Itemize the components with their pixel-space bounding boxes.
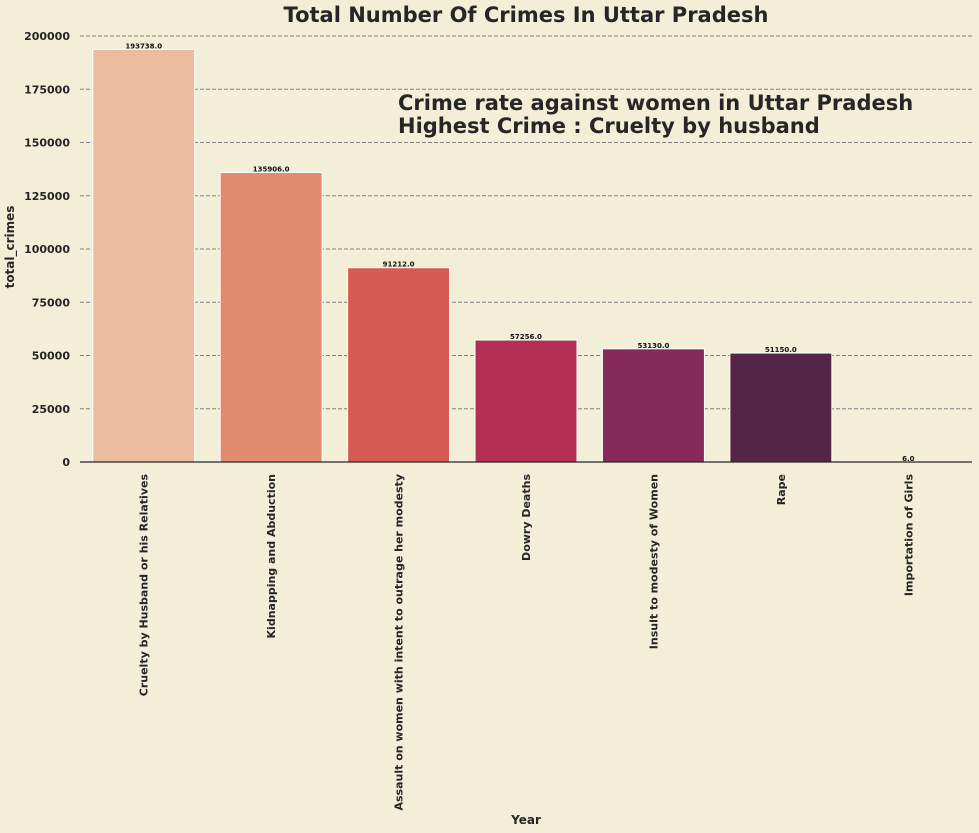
- x-tick-label: Importation of Girls: [902, 474, 915, 597]
- annotation-line-2: Highest Crime : Cruelty by husband: [398, 114, 820, 138]
- annotation-line-1: Crime rate against women in Uttar Prades…: [398, 91, 913, 115]
- x-tick-label: Insult to modesty of Women: [647, 474, 660, 649]
- x-tick-label: Dowry Deaths: [520, 474, 533, 561]
- data-label: 91212.0: [383, 261, 415, 269]
- y-tick-label: 175000: [24, 83, 70, 96]
- y-tick-label: 75000: [32, 296, 71, 309]
- x-tick-label: Assault on women with intent to outrage …: [393, 474, 406, 811]
- bar: [219, 172, 323, 463]
- data-label: 6.0: [902, 455, 915, 463]
- bar: [729, 352, 833, 463]
- y-axis-label: total_crimes: [3, 206, 18, 289]
- y-tick-label: 0: [62, 456, 70, 469]
- y-tick-label: 200000: [24, 30, 70, 43]
- y-tick-label: 150000: [24, 137, 70, 150]
- y-tick-label: 50000: [32, 350, 71, 363]
- data-label: 51150.0: [765, 346, 797, 354]
- x-tick-label: Cruelty by Husband or his Relatives: [138, 474, 151, 697]
- x-axis-label: Year: [510, 813, 541, 827]
- bar: [601, 348, 705, 463]
- x-tick-label: Kidnapping and Abduction: [265, 474, 278, 638]
- data-label: 53130.0: [637, 342, 669, 350]
- x-tick-label: Rape: [775, 474, 788, 505]
- x-axis-ticks: Cruelty by Husband or his Relatives Kidna…: [138, 474, 916, 811]
- data-labels: 193738.0 135906.0 91212.0 57256.0 53130.0 511…: [125, 42, 914, 463]
- data-label: 135906.0: [253, 166, 290, 174]
- data-label: 57256.0: [510, 333, 542, 341]
- y-tick-label: 25000: [32, 403, 71, 416]
- bar: [347, 267, 451, 463]
- bars: [92, 48, 960, 463]
- bar: [474, 339, 578, 463]
- y-tick-label: 125000: [24, 190, 70, 203]
- bar: [92, 48, 196, 463]
- y-tick-label: 100000: [24, 243, 70, 256]
- y-axis-ticks: 0 25000 50000 75000 100000 125000 150000 175000…: [24, 30, 70, 469]
- data-label: 193738.0: [125, 42, 162, 50]
- chart-title: Total Number Of Crimes In Uttar Pradesh: [284, 3, 769, 27]
